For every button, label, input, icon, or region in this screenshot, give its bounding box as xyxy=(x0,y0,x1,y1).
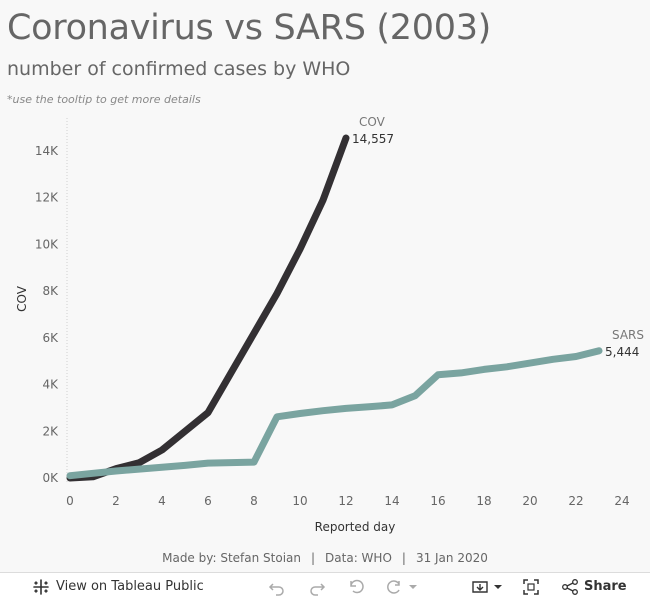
refresh-icon xyxy=(387,579,400,594)
series-end-value-sars: 5,444 xyxy=(605,345,639,359)
x-tick-label: 12 xyxy=(338,494,353,508)
x-axis-title: Reported day xyxy=(315,520,396,534)
fullscreen-icon xyxy=(523,578,539,595)
refresh-button[interactable] xyxy=(384,573,420,600)
x-tick-label: 18 xyxy=(476,494,491,508)
series-end-label-cov: COV xyxy=(359,115,386,129)
series-end-label-sars: SARS xyxy=(612,328,644,342)
fullscreen-button[interactable] xyxy=(522,573,540,600)
y-tick-label: 4K xyxy=(42,378,59,392)
y-tick-label: 12K xyxy=(35,191,59,205)
series-end-value-cov: 14,557 xyxy=(352,132,394,146)
tooltip-note: *use the tooltip to get more details xyxy=(7,93,201,106)
page-subtitle: number of confirmed cases by WHO xyxy=(7,58,351,80)
y-tick-label: 2K xyxy=(42,424,59,438)
y-tick-label: 6K xyxy=(42,331,59,345)
x-tick-label: 20 xyxy=(522,494,537,508)
credit-author: Made by: Stefan Stoian xyxy=(162,551,301,565)
series-line-sars[interactable] xyxy=(66,347,603,480)
x-tick-label: 16 xyxy=(430,494,445,508)
undo-icon xyxy=(268,582,284,596)
x-tick-label: 10 xyxy=(292,494,307,508)
redo-button[interactable] xyxy=(308,573,326,600)
credit-source: Data: WHO xyxy=(325,551,392,565)
download-button[interactable] xyxy=(471,573,505,600)
credit-separator: | xyxy=(401,551,406,565)
series-layer[interactable] xyxy=(66,134,603,482)
x-tick-label: 14 xyxy=(384,494,399,508)
credit-separator: | xyxy=(311,551,316,565)
share-label: Share xyxy=(584,579,627,594)
x-tick-label: 24 xyxy=(614,494,629,508)
y-tick-label: 14K xyxy=(35,144,59,158)
y-tick-label: 0K xyxy=(42,471,59,485)
x-tick-label: 4 xyxy=(158,494,166,508)
download-icon xyxy=(472,580,488,593)
visualization: Coronavirus vs SARS (2003) number of con… xyxy=(0,0,650,572)
view-on-tableau-public-link[interactable]: View on Tableau Public xyxy=(32,573,204,600)
y-tick-label: 10K xyxy=(35,237,59,251)
x-tick-label: 0 xyxy=(66,494,74,508)
y-axis-title: COV xyxy=(15,285,29,312)
x-tick-label: 6 xyxy=(204,494,212,508)
y-tick-label: 8K xyxy=(42,284,59,298)
undo-button[interactable] xyxy=(268,573,286,600)
x-tick-label: 8 xyxy=(250,494,258,508)
tableau-logo-icon xyxy=(33,578,49,595)
credit-date: 31 Jan 2020 xyxy=(415,551,488,565)
credits: Made by: Stefan Stoian | Data: WHO | 31 Jan … xyxy=(0,551,650,565)
tableau-toolbar: View on Tableau Public Share xyxy=(0,572,650,600)
chevron-down-icon xyxy=(409,584,417,589)
redo-icon xyxy=(310,582,326,596)
y-axis: 0K 2K 4K 6K 8K 10K 12K 14K xyxy=(35,144,59,485)
revert-icon xyxy=(350,579,364,593)
x-axis: 0 2 4 6 8 10 12 14 16 18 20 22 24 xyxy=(66,494,629,508)
share-icon xyxy=(562,578,578,595)
page-title: Coronavirus vs SARS (2003) xyxy=(7,8,492,48)
series-line-cov[interactable] xyxy=(66,134,350,482)
end-labels: COV 14,557 SARS 5,444 xyxy=(352,115,644,359)
x-tick-label: 2 xyxy=(112,494,120,508)
share-button[interactable]: Share xyxy=(561,573,627,600)
view-on-tableau-label: View on Tableau Public xyxy=(56,579,204,594)
x-tick-label: 22 xyxy=(568,494,583,508)
revert-button[interactable] xyxy=(348,573,366,600)
chevron-down-icon xyxy=(494,584,502,589)
